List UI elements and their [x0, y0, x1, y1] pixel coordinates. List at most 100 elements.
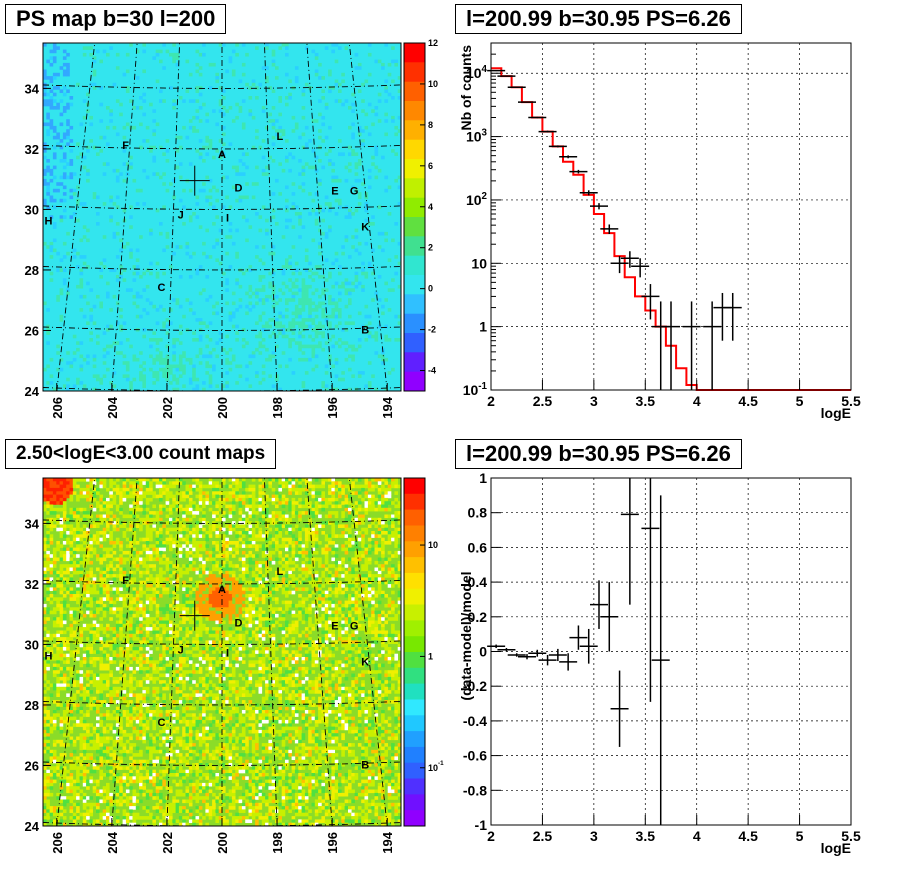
data-point — [528, 649, 547, 657]
meridian-line — [306, 42, 333, 392]
source-label: D — [235, 182, 243, 194]
colorbar-segment — [404, 236, 425, 257]
colorbar-label: -2 — [428, 325, 436, 335]
x-tick-label: 202 — [160, 397, 175, 419]
data-point — [559, 155, 578, 159]
x-tick-label: 200 — [215, 832, 230, 854]
meridian-line — [348, 477, 388, 827]
source-label: K — [361, 222, 369, 234]
meridian-line — [263, 477, 278, 827]
data-point — [703, 301, 722, 390]
y-tick-label: -1 — [475, 817, 488, 833]
colorbar-segment — [404, 525, 425, 542]
x-tick-label: 206 — [50, 397, 65, 419]
x-tick-label: 3 — [590, 393, 598, 409]
y-tick-label: -0.2 — [463, 678, 487, 694]
source-label: B — [361, 760, 369, 772]
colorbar-frame — [403, 42, 426, 392]
source-label: E — [331, 620, 338, 632]
y-tick-label: 0 — [479, 644, 487, 660]
x-tick-label: 194 — [380, 396, 395, 418]
count-map-panel: 24 26 28 30 32 34 206 204 202 200 198 196 194 A B C D E F… — [25, 477, 444, 854]
colorbar-segment — [404, 478, 425, 495]
colorbar-segment — [404, 572, 425, 590]
colorbar-label: 10-1 — [428, 760, 444, 773]
source-label: L — [276, 566, 283, 578]
y-tick-label: 32 — [25, 577, 39, 592]
colorbar-segment — [404, 731, 425, 748]
x-tick-label: 196 — [325, 397, 340, 419]
colorbar-label: -4 — [428, 366, 436, 376]
data-point — [600, 224, 619, 234]
x-tick-label: 4 — [693, 393, 701, 409]
x-tick-label: 5.5 — [841, 828, 861, 844]
x-tick-label: 5 — [796, 393, 804, 409]
source-label: I — [226, 648, 229, 660]
y-tick-label: -0.8 — [463, 782, 487, 798]
data-point — [620, 478, 639, 605]
x-tick-label: 4.5 — [738, 393, 758, 409]
colorbar-segment — [404, 667, 425, 685]
y-tick-label: 34 — [25, 81, 40, 96]
x-tick-label: 204 — [105, 831, 120, 853]
colorbar-segment — [404, 652, 425, 669]
data-point — [507, 653, 526, 657]
y-tick-label: 10 — [471, 255, 487, 271]
source-label: A — [218, 584, 226, 596]
colorbar-segment — [404, 178, 425, 199]
source-label: J — [178, 645, 184, 657]
colorbar-segment — [404, 746, 425, 764]
residual-title: l=200.99 b=30.95 PS=6.26 — [455, 439, 742, 469]
colorbar-label: 10 — [428, 79, 438, 89]
data-point — [518, 654, 536, 660]
colorbar-segment — [404, 159, 425, 179]
colorbar-segment — [404, 509, 425, 526]
data-point — [723, 292, 742, 341]
source-label: A — [218, 149, 226, 161]
colorbar-segment — [404, 275, 425, 295]
x-tick-label: 202 — [160, 832, 175, 854]
meridian-line — [56, 42, 96, 392]
data-point — [579, 190, 598, 196]
y-tick-label: 103 — [466, 128, 488, 145]
meridian-line — [348, 42, 388, 392]
colorbar-segment — [404, 715, 425, 732]
colorbar-segment — [404, 541, 425, 558]
data-point — [590, 203, 608, 210]
meridian-line — [263, 42, 278, 392]
colorbar-label: 12 — [428, 38, 438, 48]
x-tick-label: 194 — [380, 831, 395, 853]
colorbar-segment — [404, 794, 425, 811]
x-tick-label: 196 — [325, 832, 340, 854]
y-tick-label: 0.4 — [468, 574, 488, 590]
data-point — [713, 292, 732, 341]
source-label: H — [45, 216, 53, 228]
data-point — [487, 69, 506, 72]
colorbar-segment — [404, 371, 425, 392]
x-tick-label: 198 — [270, 832, 285, 854]
residual-panel: 2 2.5 3 3.5 4 4.5 5 5.5 -1 -0.8 -0.6 -0.4 -0.2 0 0.2 0.… — [458, 470, 861, 856]
y-tick-label: 30 — [25, 637, 39, 652]
meridian-line — [306, 477, 333, 827]
y-tick-label: 24 — [25, 819, 40, 834]
source-label: B — [361, 325, 369, 337]
colorbar-segment — [404, 557, 425, 574]
y-tick-label: 28 — [25, 698, 39, 713]
data-point — [641, 478, 660, 702]
y-tick-label: 28 — [25, 263, 39, 278]
colorbar-segment — [404, 810, 425, 827]
y-tick-label: 10-1 — [463, 381, 488, 398]
data-point — [610, 670, 629, 747]
y-tick-label: 32 — [25, 142, 39, 157]
colorbar-segment — [404, 636, 425, 653]
colorbar-segment — [404, 333, 425, 353]
data-point — [579, 628, 598, 664]
data-point — [548, 145, 567, 148]
x-tick-label: 3.5 — [636, 393, 656, 409]
x-tick-label: 2.5 — [533, 393, 553, 409]
colorbar-segment — [404, 778, 425, 795]
source-label: F — [122, 575, 129, 587]
y-tick-label: 26 — [25, 323, 39, 338]
colorbar-segment — [404, 255, 425, 276]
